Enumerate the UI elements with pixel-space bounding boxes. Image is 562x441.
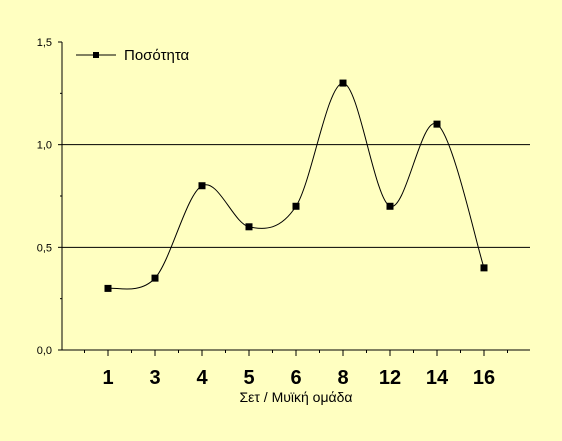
x-tick-label: 5 [243, 367, 254, 389]
x-ticks: 1 3 4 5 6 8 12 14 16 [84, 350, 508, 389]
data-point-14 [433, 120, 441, 128]
x-tick-label: 4 [196, 367, 208, 389]
y-tick-label: 0,5 [37, 242, 52, 254]
y-ticks: 0,0 0,5 1,0 1,5 [37, 37, 62, 357]
x-tick-label: 8 [337, 367, 348, 389]
data-point-3 [151, 274, 159, 282]
axes [61, 42, 530, 351]
x-tick-label: 12 [379, 367, 401, 389]
x-tick-label: 6 [290, 367, 301, 389]
y-tick-label: 1,5 [37, 37, 52, 49]
data-point-1 [104, 284, 112, 292]
x-tick-label: 3 [149, 367, 160, 389]
data-point-12 [386, 202, 394, 210]
legend-label: Ποσότητα [124, 47, 190, 64]
x-tick-label: 16 [473, 367, 495, 389]
data-point-16 [480, 264, 488, 272]
x-axis-label: Σετ / Μυϊκή ομάδα [239, 389, 352, 405]
series-markers [104, 79, 488, 292]
x-tick-label: 1 [102, 367, 113, 389]
legend: Ποσότητα [76, 47, 190, 64]
legend-marker [93, 52, 99, 58]
x-tick-label: 14 [426, 367, 449, 389]
data-point-4 [198, 182, 206, 190]
y-tick-label: 1,0 [37, 140, 52, 152]
data-point-6 [292, 202, 300, 210]
gridlines [62, 144, 530, 248]
series-line [107, 82, 485, 290]
y-tick-label: 0,0 [37, 345, 52, 357]
data-point-5 [245, 223, 253, 231]
data-point-8 [339, 79, 347, 87]
